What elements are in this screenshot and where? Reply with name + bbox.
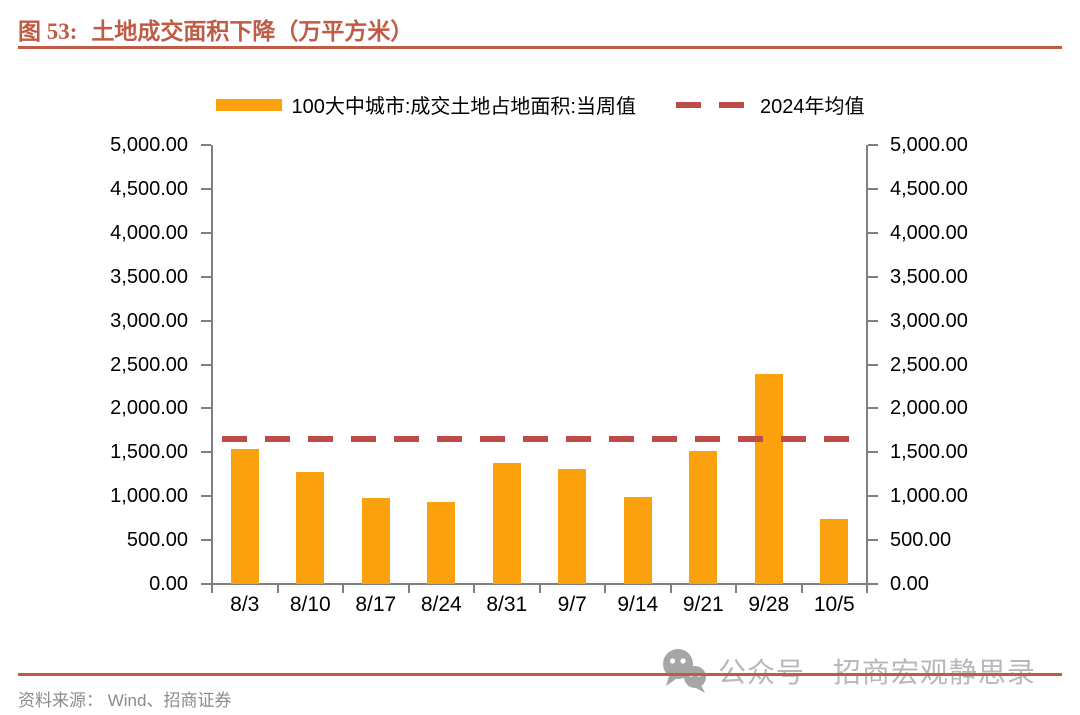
x-axis-label: 9/7 <box>557 593 587 616</box>
y-tick-right <box>868 539 878 542</box>
legend-bar-swatch <box>215 98 282 111</box>
y-axis-label-right: 4,000.00 <box>890 221 968 244</box>
bar <box>689 451 718 584</box>
page-title: 图 53: 土地成交面积下降（万平方米） <box>18 12 413 46</box>
y-axis-label-right: 0.00 <box>890 573 929 595</box>
y-tick-left <box>201 583 211 585</box>
y-axis-label-left: 4,500.00 <box>110 177 188 200</box>
y-axis-label-right: 2,500.00 <box>890 353 968 376</box>
y-axis-label-left: 0.00 <box>149 573 188 595</box>
x-axis-label: 9/14 <box>617 593 659 616</box>
y-tick-right <box>868 407 878 410</box>
y-axis-label-left: 5,000.00 <box>110 134 188 156</box>
x-axis-label: 8/10 <box>289 593 331 616</box>
chart-legend: 100大中城市:成交土地占地面积:当周值 2024年均值 <box>0 90 1080 119</box>
y-tick-left <box>201 319 211 322</box>
x-tick <box>604 584 606 593</box>
source-text: 资料来源： Wind、招商证券 <box>18 691 232 710</box>
y-axis-label-right: 2,000.00 <box>890 397 968 420</box>
y-tick-left <box>201 451 211 454</box>
x-tick <box>669 584 672 593</box>
bar <box>558 468 587 584</box>
figure-number-label: 图 53: <box>18 19 78 44</box>
x-tick <box>342 584 344 593</box>
bar <box>361 497 390 584</box>
y-axis-label-right: 3,000.00 <box>890 309 968 332</box>
y-tick-right <box>868 144 878 146</box>
x-tick <box>538 584 541 593</box>
bar <box>754 374 783 584</box>
y-axis-label-right: 1,000.00 <box>890 485 968 508</box>
y-axis-label-right: 3,500.00 <box>890 265 968 288</box>
y-tick-left <box>201 275 211 278</box>
bar <box>427 502 456 584</box>
bar <box>296 471 325 584</box>
bar <box>492 462 521 584</box>
x-tick <box>866 584 868 593</box>
x-tick <box>276 584 279 593</box>
y-tick-left <box>201 407 211 410</box>
y-tick-left <box>201 144 211 146</box>
y-tick-right <box>868 451 878 454</box>
y-axis-label-left: 3,500.00 <box>110 265 188 288</box>
x-axis-label: 10/5 <box>813 593 855 616</box>
y-tick-right <box>868 363 878 366</box>
legend-line-label: 2024年均值 <box>759 96 865 118</box>
title-underline <box>18 46 1062 49</box>
y-tick-right <box>868 187 878 190</box>
x-tick <box>407 584 410 593</box>
y-axis-label-left: 500.00 <box>126 529 188 552</box>
y-tick-left <box>201 187 211 190</box>
bar <box>230 448 259 584</box>
x-tick <box>473 584 475 593</box>
y-tick-left <box>201 363 211 366</box>
y-tick-right <box>868 231 878 234</box>
y-tick-right <box>868 495 878 498</box>
footer-divider <box>18 673 1062 676</box>
y-tick-left <box>201 231 211 234</box>
y-tick-right <box>868 275 878 278</box>
y-axis-label-left: 4,000.00 <box>110 221 188 244</box>
y-axis-label-right: 5,000.00 <box>890 134 968 156</box>
x-axis-label: 9/28 <box>748 593 790 616</box>
y-axis-right <box>866 145 868 586</box>
x-axis-label: 8/17 <box>355 593 397 616</box>
y-axis-label-right: 4,500.00 <box>890 177 968 200</box>
x-tick <box>800 584 803 593</box>
watermark: 公众号 · 招商宏观静思录 <box>660 648 1036 694</box>
y-axis-label-right: 1,500.00 <box>890 441 968 464</box>
y-axis-label-left: 1,000.00 <box>110 485 188 508</box>
y-axis-label-left: 2,000.00 <box>110 397 188 420</box>
y-axis-label-right: 500.00 <box>890 529 952 552</box>
x-axis-label: 8/3 <box>230 593 260 616</box>
y-axis-left <box>211 145 213 586</box>
watermark-text: 公众号 · 招商宏观静思录 <box>718 657 1036 688</box>
x-axis-label: 8/31 <box>486 593 528 616</box>
x-tick <box>211 584 213 593</box>
y-axis-label-left: 2,500.00 <box>110 353 188 376</box>
y-tick-left <box>201 539 211 542</box>
bar <box>820 519 849 584</box>
y-axis-label-left: 3,000.00 <box>110 309 188 332</box>
figure-title-text: 土地成交面积下降（万平方米） <box>91 19 414 44</box>
y-tick-right <box>868 319 878 322</box>
y-axis-label-left: 1,500.00 <box>110 441 188 464</box>
legend-dashed-line-swatch <box>675 101 754 108</box>
x-tick <box>735 584 737 593</box>
wechat-icon <box>663 649 706 693</box>
bar <box>623 497 652 584</box>
y-tick-right <box>868 583 878 585</box>
x-axis-label: 9/21 <box>682 593 724 616</box>
y-tick-left <box>201 495 211 498</box>
legend-bar-label: 100大中城市:成交土地占地面积:当周值 <box>291 96 636 118</box>
average-line <box>213 436 866 443</box>
x-axis-label: 8/24 <box>420 593 462 616</box>
